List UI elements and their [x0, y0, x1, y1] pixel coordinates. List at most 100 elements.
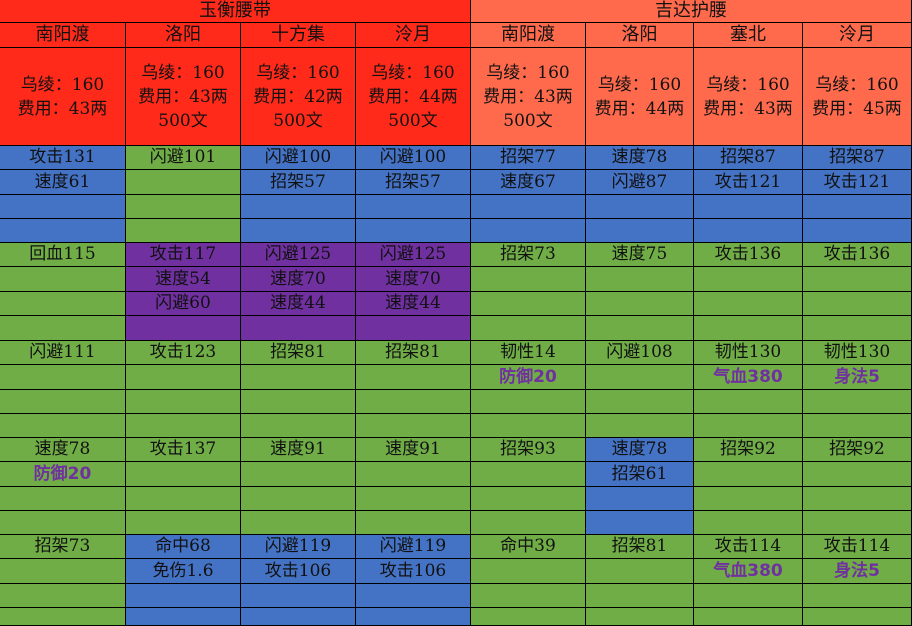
stat-cell[interactable]: 速度54 — [126, 267, 241, 292]
location-header-1[interactable]: 洛阳 — [126, 23, 241, 48]
stat-cell[interactable] — [694, 390, 803, 414]
stat-cell[interactable] — [694, 267, 803, 292]
stat-cell[interactable] — [241, 608, 356, 626]
stat-cell[interactable]: 防御20 — [0, 462, 126, 487]
stat-cell[interactable] — [356, 584, 471, 608]
stat-cell[interactable] — [126, 584, 241, 608]
stat-cell[interactable] — [0, 365, 126, 390]
stat-cell[interactable]: 攻击121 — [694, 170, 803, 195]
stat-cell[interactable] — [356, 414, 471, 438]
stat-cell[interactable] — [586, 414, 694, 438]
info-cell-2[interactable]: 乌绫：160 费用：42两 500文 — [241, 48, 356, 146]
stat-cell[interactable] — [356, 608, 471, 626]
stat-cell[interactable] — [241, 316, 356, 341]
stat-cell[interactable]: 招架93 — [471, 438, 586, 462]
info-cell-1[interactable]: 乌绫：160 费用：43两 500文 — [126, 48, 241, 146]
stat-cell[interactable] — [0, 267, 126, 292]
stat-cell[interactable] — [126, 462, 241, 487]
stat-cell[interactable] — [356, 511, 471, 535]
stat-cell[interactable]: 闪避119 — [241, 535, 356, 559]
stat-cell[interactable]: 攻击106 — [356, 559, 471, 584]
stat-cell[interactable] — [241, 390, 356, 414]
stat-cell[interactable] — [471, 487, 586, 511]
stat-cell[interactable]: 气血380 — [694, 559, 803, 584]
stat-cell[interactable]: 闪避100 — [356, 146, 471, 170]
stat-cell[interactable]: 招架87 — [803, 146, 912, 170]
stat-cell[interactable]: 气血380 — [694, 365, 803, 390]
stat-cell[interactable] — [241, 195, 356, 219]
stat-cell[interactable]: 攻击123 — [126, 341, 241, 365]
stat-cell[interactable]: 招架61 — [586, 462, 694, 487]
stat-cell[interactable] — [803, 462, 912, 487]
stat-cell[interactable] — [356, 462, 471, 487]
stat-cell[interactable]: 闪避87 — [586, 170, 694, 195]
stat-cell[interactable] — [356, 316, 471, 341]
stat-cell[interactable]: 攻击114 — [803, 535, 912, 559]
stat-cell[interactable]: 招架81 — [241, 341, 356, 365]
stat-cell[interactable]: 招架77 — [471, 146, 586, 170]
info-cell-3[interactable]: 乌绫：160 费用：44两 500文 — [356, 48, 471, 146]
info-cell-5[interactable]: 乌绫：160 费用：44两 — [586, 48, 694, 146]
stat-cell[interactable] — [586, 390, 694, 414]
stat-cell[interactable] — [241, 462, 356, 487]
stat-cell[interactable] — [356, 365, 471, 390]
stat-cell[interactable] — [803, 487, 912, 511]
stat-cell[interactable] — [471, 195, 586, 219]
stat-cell[interactable] — [471, 559, 586, 584]
stat-cell[interactable]: 身法5 — [803, 365, 912, 390]
stat-cell[interactable] — [803, 608, 912, 626]
stat-cell[interactable]: 速度75 — [586, 243, 694, 267]
stat-cell[interactable] — [126, 608, 241, 626]
stat-cell[interactable] — [694, 292, 803, 316]
stat-cell[interactable]: 攻击117 — [126, 243, 241, 267]
stat-cell[interactable]: 速度70 — [241, 267, 356, 292]
stat-cell[interactable]: 闪避100 — [241, 146, 356, 170]
stat-cell[interactable]: 招架57 — [356, 170, 471, 195]
stat-cell[interactable]: 攻击121 — [803, 170, 912, 195]
stat-cell[interactable] — [0, 511, 126, 535]
stat-cell[interactable] — [803, 390, 912, 414]
stat-cell[interactable]: 韧性130 — [803, 341, 912, 365]
stat-cell[interactable] — [586, 559, 694, 584]
stat-cell[interactable] — [126, 365, 241, 390]
stat-cell[interactable] — [586, 267, 694, 292]
stat-cell[interactable]: 命中39 — [471, 535, 586, 559]
stat-cell[interactable]: 回血115 — [0, 243, 126, 267]
stat-cell[interactable]: 攻击106 — [241, 559, 356, 584]
stat-cell[interactable]: 速度67 — [471, 170, 586, 195]
stat-cell[interactable]: 韧性14 — [471, 341, 586, 365]
stat-cell[interactable]: 攻击136 — [694, 243, 803, 267]
stat-cell[interactable] — [356, 487, 471, 511]
stat-cell[interactable]: 招架87 — [694, 146, 803, 170]
stat-cell[interactable] — [356, 219, 471, 243]
stat-cell[interactable] — [126, 511, 241, 535]
stat-cell[interactable] — [694, 414, 803, 438]
stat-cell[interactable] — [471, 462, 586, 487]
stat-cell[interactable]: 攻击114 — [694, 535, 803, 559]
location-header-2[interactable]: 十方集 — [241, 23, 356, 48]
stat-cell[interactable] — [694, 462, 803, 487]
stat-cell[interactable] — [241, 365, 356, 390]
stat-cell[interactable]: 速度44 — [241, 292, 356, 316]
stat-cell[interactable] — [0, 487, 126, 511]
stat-cell[interactable] — [356, 390, 471, 414]
stat-cell[interactable] — [126, 195, 241, 219]
stat-cell[interactable]: 招架73 — [471, 243, 586, 267]
location-header-6[interactable]: 塞北 — [694, 23, 803, 48]
stat-cell[interactable] — [471, 608, 586, 626]
stat-cell[interactable]: 闪避60 — [126, 292, 241, 316]
stat-cell[interactable] — [803, 414, 912, 438]
stat-cell[interactable] — [126, 390, 241, 414]
info-cell-0[interactable]: 乌绫：160 费用：43两 — [0, 48, 126, 146]
location-header-3[interactable]: 泠月 — [356, 23, 471, 48]
stat-cell[interactable] — [803, 584, 912, 608]
stat-cell[interactable]: 招架73 — [0, 535, 126, 559]
info-cell-7[interactable]: 乌绫：160 费用：45两 — [803, 48, 912, 146]
stat-cell[interactable] — [471, 316, 586, 341]
stat-cell[interactable] — [694, 511, 803, 535]
stat-cell[interactable] — [126, 414, 241, 438]
stat-cell[interactable] — [586, 219, 694, 243]
stat-cell[interactable] — [471, 414, 586, 438]
stat-cell[interactable] — [0, 219, 126, 243]
stat-cell[interactable] — [0, 584, 126, 608]
